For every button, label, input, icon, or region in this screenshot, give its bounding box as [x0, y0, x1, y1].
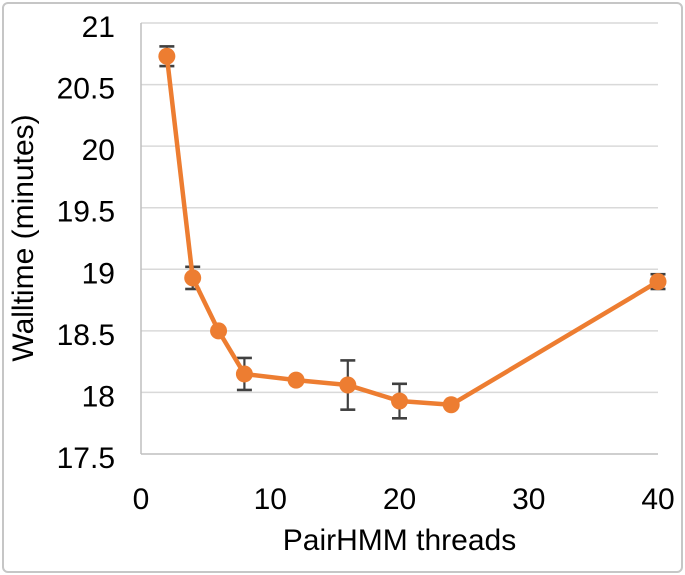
x-tick-label: 30 — [512, 483, 545, 516]
y-tick-label: 18.5 — [57, 319, 115, 352]
y-tick-label: 21 — [82, 11, 115, 44]
y-tick-label: 17.5 — [57, 442, 115, 475]
data-point-marker — [158, 47, 176, 65]
data-point-marker — [649, 273, 667, 291]
y-tick-label: 18 — [82, 380, 115, 413]
y-tick-label: 19.5 — [57, 196, 115, 229]
x-tick-label: 0 — [133, 483, 150, 516]
data-point-marker — [287, 371, 305, 389]
data-point-marker — [442, 396, 460, 414]
x-tick-label: 20 — [383, 483, 416, 516]
y-axis-title: Walltime (minutes) — [7, 114, 40, 362]
data-point-marker — [235, 365, 253, 383]
data-point-marker — [339, 376, 357, 394]
y-tick-label: 20 — [82, 134, 115, 167]
data-point-marker — [184, 269, 202, 287]
x-axis-title: PairHMM threads — [282, 524, 517, 557]
data-point-marker — [210, 322, 228, 340]
y-tick-label: 20.5 — [57, 73, 115, 106]
x-tick-label: 40 — [641, 483, 674, 516]
x-tick-label: 10 — [254, 483, 287, 516]
y-tick-label: 19 — [82, 257, 115, 290]
series-line — [164, 53, 661, 407]
data-point-marker — [391, 392, 408, 410]
